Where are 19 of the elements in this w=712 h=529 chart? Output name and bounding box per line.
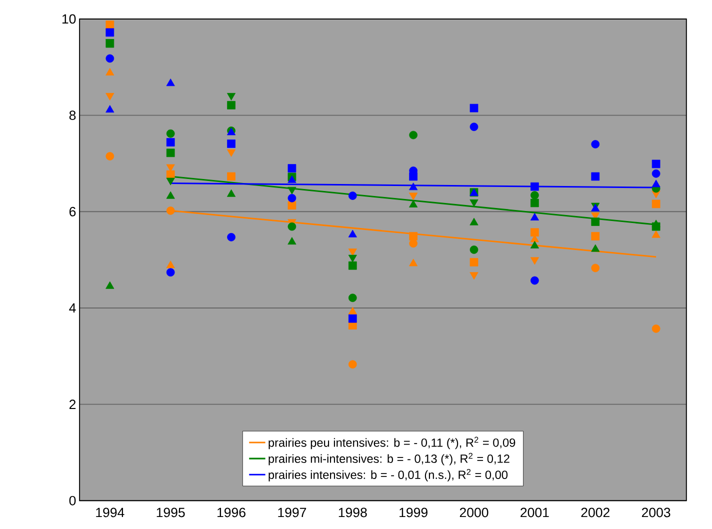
- x-tick-label: 1997: [278, 508, 306, 518]
- legend-label: prairies peu intensives: b = - 0,11 (*), R$^{2}$ = 0,09: [268, 436, 516, 450]
- x-tick-label: 2001: [520, 508, 549, 518]
- x-tick-label: 1995: [156, 508, 185, 518]
- x-tick-label: 1996: [218, 508, 246, 518]
- x-tick-label: 2003: [642, 508, 670, 518]
- y-tick-label: 8: [69, 110, 76, 120]
- legend-label: prairies intensives: b = - 0,01 (n.s.), R$^{2}$ = 0,00: [268, 468, 508, 482]
- x-tick-label: 1999: [400, 508, 428, 518]
- x-tick-label: 2002: [581, 508, 610, 518]
- legend-label: prairies mi-intensives: b = - 0,13 (*), R$^{2}$ = 0,12: [268, 452, 510, 466]
- y-tick-label: 10: [62, 14, 76, 24]
- x-tick-label: 2000: [460, 508, 488, 518]
- y-tick-label: 0: [69, 496, 76, 506]
- y-tick-label: 4: [69, 303, 76, 312]
- x-tick-label: 1994: [96, 508, 124, 518]
- x-tick-label: 1998: [338, 508, 367, 518]
- y-tick-label: 2: [69, 400, 76, 409]
- y-tick-label: 6: [69, 206, 76, 216]
